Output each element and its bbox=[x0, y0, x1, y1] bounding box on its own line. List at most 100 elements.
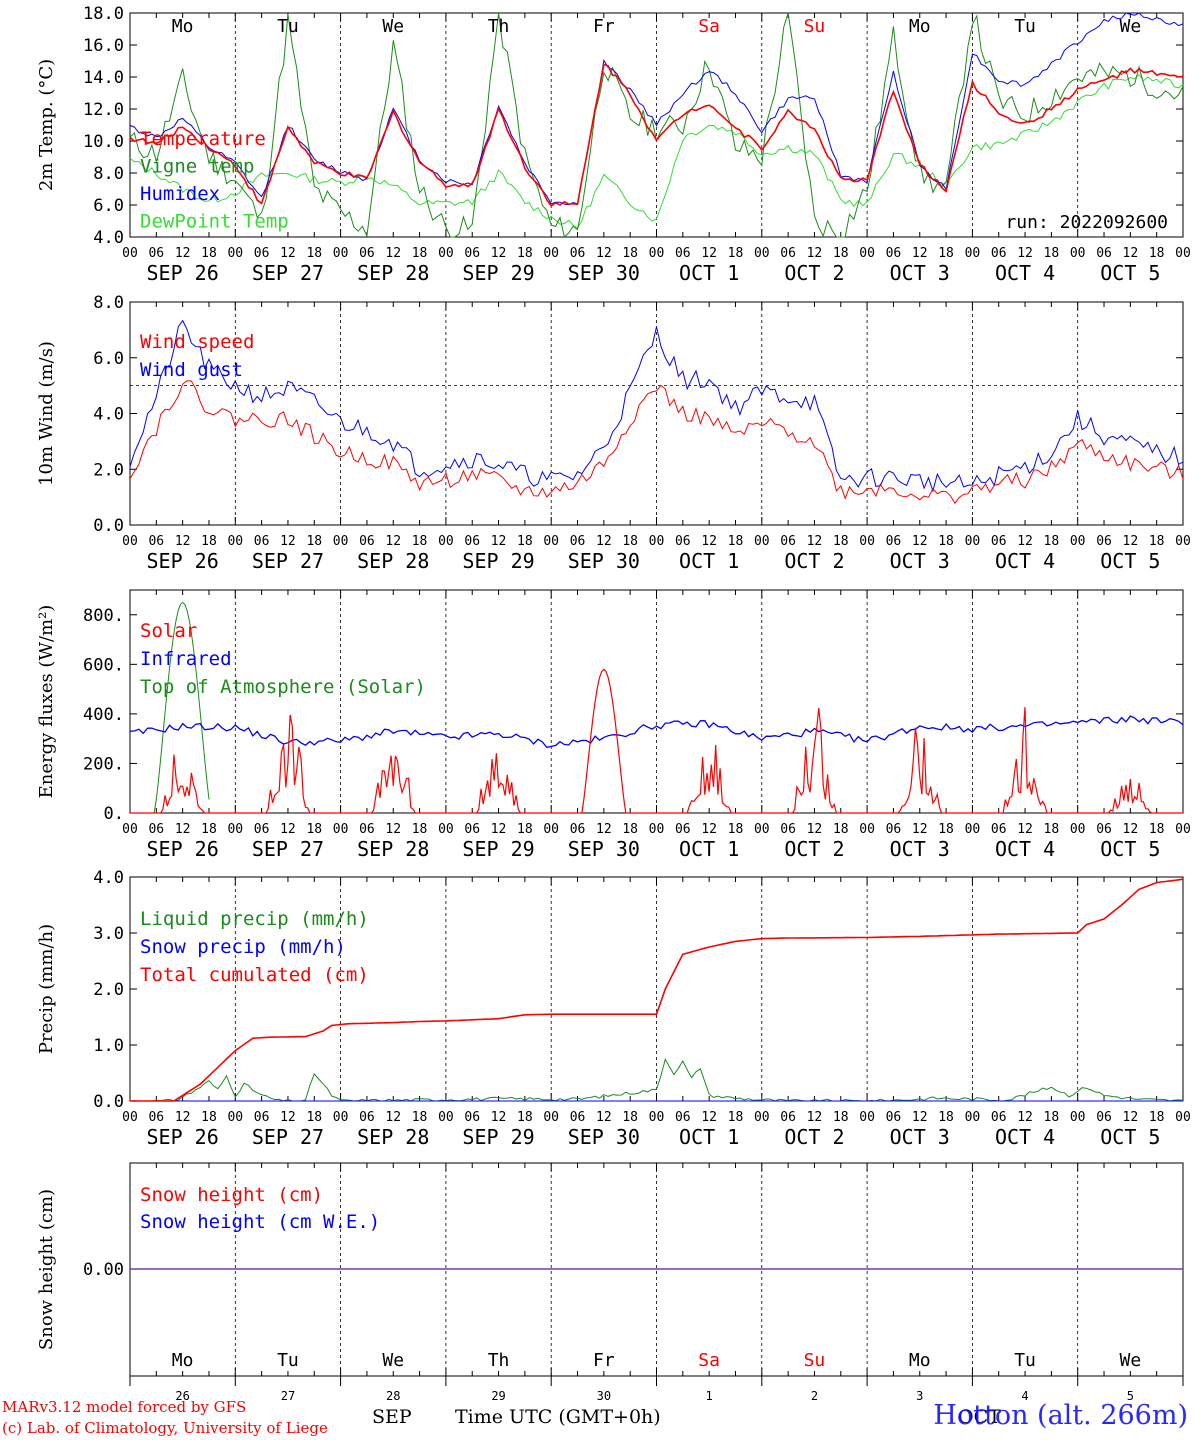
day-number-label: 5 bbox=[1127, 1389, 1134, 1403]
date-label: OCT 4 bbox=[995, 1125, 1055, 1149]
date-label: OCT 2 bbox=[784, 261, 844, 285]
hour-tick-label: 00 bbox=[859, 246, 875, 261]
hour-tick-label: 06 bbox=[464, 822, 480, 837]
hour-tick-label: 18 bbox=[938, 822, 954, 837]
y-tick-label: 0.00 bbox=[83, 1260, 124, 1280]
hour-tick-label: 18 bbox=[833, 246, 849, 261]
weekday-label: Th bbox=[488, 16, 510, 37]
date-label: SEP 27 bbox=[252, 261, 324, 285]
date-label: OCT 3 bbox=[890, 1125, 950, 1149]
hour-tick-label: 12 bbox=[385, 246, 401, 261]
y-tick-label: 0.0 bbox=[93, 1092, 124, 1112]
hour-tick-label: 00 bbox=[754, 822, 770, 837]
hour-tick-label: 18 bbox=[1149, 822, 1165, 837]
date-label: SEP 29 bbox=[462, 549, 534, 573]
hour-tick-label: 00 bbox=[227, 534, 243, 549]
hour-tick-label: 00 bbox=[1070, 1110, 1086, 1125]
hour-tick-label: 18 bbox=[412, 822, 428, 837]
hour-tick-label: 00 bbox=[754, 246, 770, 261]
hour-tick-label: 06 bbox=[1096, 822, 1112, 837]
legend-snow-height: Snow height (cm) bbox=[140, 1184, 323, 1206]
weekday-label: Fr bbox=[593, 16, 615, 37]
hour-tick-label: 12 bbox=[491, 534, 507, 549]
weekday-label-bottom: Tu bbox=[1014, 1350, 1036, 1371]
hour-tick-label: 18 bbox=[1149, 534, 1165, 549]
y-tick-label: 10.0 bbox=[83, 132, 124, 152]
y-tick-label: 0. bbox=[104, 804, 124, 824]
y-tick-label: 1.0 bbox=[93, 1036, 124, 1056]
day-number-label: 26 bbox=[175, 1389, 189, 1403]
hour-tick-label: 12 bbox=[175, 1110, 191, 1125]
hour-tick-label: 00 bbox=[754, 1110, 770, 1125]
hour-tick-label: 06 bbox=[359, 1110, 375, 1125]
y-tick-label: 8.0 bbox=[93, 164, 124, 184]
date-label: SEP 30 bbox=[568, 1125, 640, 1149]
month-label-oct: OCT bbox=[958, 1406, 1001, 1428]
hour-tick-label: 06 bbox=[780, 822, 796, 837]
hour-tick-label: 12 bbox=[280, 822, 296, 837]
hour-tick-label: 12 bbox=[175, 822, 191, 837]
hour-tick-label: 00 bbox=[965, 1110, 981, 1125]
legend-liquid-precip: Liquid precip (mm/h) bbox=[140, 908, 369, 930]
hour-tick-label: 18 bbox=[728, 246, 744, 261]
hour-tick-label: 00 bbox=[859, 534, 875, 549]
hour-tick-label: 00 bbox=[1175, 1110, 1191, 1125]
legend-wind-gust: Wind gust bbox=[140, 359, 243, 381]
date-label: SEP 28 bbox=[357, 261, 429, 285]
hour-tick-label: 06 bbox=[1096, 1110, 1112, 1125]
legend-solar: Solar bbox=[140, 620, 197, 642]
hour-tick-label: 00 bbox=[649, 822, 665, 837]
hour-tick-label: 18 bbox=[728, 534, 744, 549]
legend-toa-solar: Top of Atmosphere (Solar) bbox=[140, 676, 426, 698]
legend-vigne-temp-line: Vigne temp bbox=[140, 156, 254, 178]
y-axis-title: 2m Temp. (°C) bbox=[36, 59, 57, 191]
day-number-label: 1 bbox=[706, 1389, 713, 1403]
hour-tick-label: 06 bbox=[991, 534, 1007, 549]
hour-tick-label: 00 bbox=[543, 822, 559, 837]
y-tick-label: 6.0 bbox=[93, 196, 124, 216]
hour-tick-label: 12 bbox=[596, 822, 612, 837]
hour-tick-label: 00 bbox=[122, 822, 138, 837]
day-number-label: 28 bbox=[386, 1389, 400, 1403]
hour-tick-label: 12 bbox=[912, 534, 928, 549]
hour-tick-label: 00 bbox=[1070, 534, 1086, 549]
hour-tick-label: 06 bbox=[570, 246, 586, 261]
hour-tick-label: 06 bbox=[570, 822, 586, 837]
hour-tick-label: 12 bbox=[596, 246, 612, 261]
legend-snow-height-we: Snow height (cm W.E.) bbox=[140, 1211, 380, 1233]
hour-tick-label: 06 bbox=[570, 1110, 586, 1125]
weekday-label: Su bbox=[804, 16, 826, 37]
hour-tick-label: 18 bbox=[833, 822, 849, 837]
hour-tick-label: 12 bbox=[280, 1110, 296, 1125]
hour-tick-label: 00 bbox=[543, 246, 559, 261]
hour-tick-label: 12 bbox=[701, 246, 717, 261]
date-label: OCT 1 bbox=[679, 1125, 739, 1149]
date-label: SEP 27 bbox=[252, 549, 324, 573]
solar-line bbox=[130, 668, 1183, 814]
date-label: OCT 5 bbox=[1100, 1125, 1160, 1149]
hour-tick-label: 18 bbox=[622, 534, 638, 549]
y-tick-label: 0.0 bbox=[93, 516, 124, 536]
y-tick-label: 4.0 bbox=[93, 228, 124, 248]
date-label: SEP 26 bbox=[147, 1125, 219, 1149]
hour-tick-label: 00 bbox=[438, 822, 454, 837]
hour-tick-label: 18 bbox=[306, 534, 322, 549]
hour-tick-label: 12 bbox=[385, 822, 401, 837]
legend-temperature-line: Temperature bbox=[140, 128, 266, 150]
hour-tick-label: 12 bbox=[912, 246, 928, 261]
hour-tick-label: 18 bbox=[201, 1110, 217, 1125]
date-label: OCT 3 bbox=[890, 837, 950, 861]
hour-tick-label: 18 bbox=[1044, 822, 1060, 837]
hour-tick-label: 06 bbox=[886, 534, 902, 549]
hour-tick-label: 18 bbox=[833, 1110, 849, 1125]
hour-tick-label: 12 bbox=[807, 246, 823, 261]
weekday-label: We bbox=[382, 16, 404, 37]
hour-tick-label: 18 bbox=[1044, 246, 1060, 261]
hour-tick-label: 12 bbox=[807, 1110, 823, 1125]
hour-tick-label: 00 bbox=[438, 1110, 454, 1125]
hour-tick-label: 06 bbox=[1096, 246, 1112, 261]
hour-tick-label: 00 bbox=[122, 1110, 138, 1125]
hour-tick-label: 18 bbox=[1149, 1110, 1165, 1125]
station-label: Hotton (alt. 266m) bbox=[933, 1400, 1188, 1431]
wind-speed-line bbox=[129, 380, 1184, 505]
